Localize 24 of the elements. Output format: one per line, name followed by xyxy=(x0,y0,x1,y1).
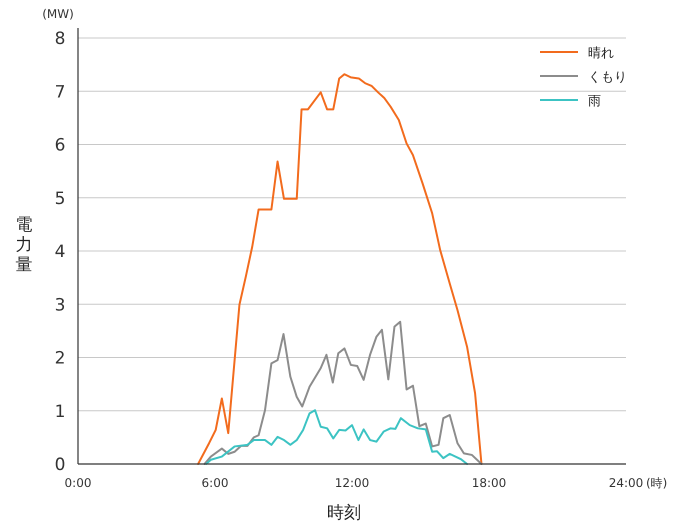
line-series xyxy=(197,73,482,465)
x-tick-label: 18:00 xyxy=(472,476,506,490)
y-tick-label: 6 xyxy=(54,136,66,156)
y-tick-label: 2 xyxy=(54,348,66,368)
y-tick-label: 5 xyxy=(54,188,66,209)
text: (MW) xyxy=(42,7,74,21)
x-tick-label: 12:00 xyxy=(334,476,370,490)
text: (時) xyxy=(646,476,668,490)
line-series xyxy=(204,320,482,465)
y-tick-label: 0 xyxy=(54,455,66,475)
legend-label: くもり xyxy=(588,70,627,85)
y-tick-label: 3 xyxy=(54,295,66,316)
x-tick-label: 24:00 xyxy=(608,476,644,490)
y-tick-label: 1 xyxy=(54,402,66,422)
y-tick-label: 4 xyxy=(54,242,66,262)
y-tick-label: 7 xyxy=(54,82,66,102)
legend-label: 雨 xyxy=(588,94,601,109)
x-tick-label: 6:00 xyxy=(202,476,228,490)
x-axis-title: 時刻 xyxy=(327,503,361,523)
y-axis-title: 電力量 xyxy=(16,215,32,275)
line-series xyxy=(205,409,468,465)
legend-label: 晴れ xyxy=(588,46,614,61)
y-tick-label: 8 xyxy=(54,29,66,49)
x-tick-label: 0:00 xyxy=(64,476,92,490)
